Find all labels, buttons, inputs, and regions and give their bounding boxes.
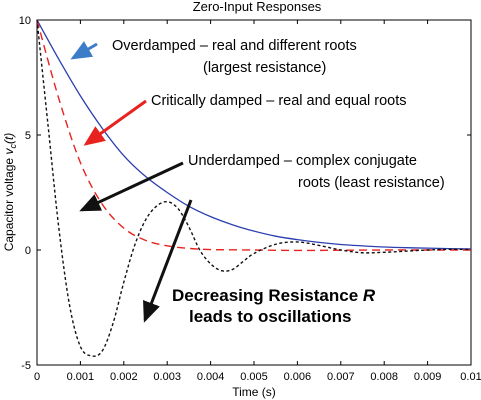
annotation-decreasing-text: Decreasing Resistance (172, 286, 363, 305)
x-tick-label: 0.004 (197, 371, 225, 383)
x-tick-label: 0.005 (240, 371, 268, 383)
x-tick-label: 0.008 (370, 371, 398, 383)
arrow-overdamped (70, 41, 98, 60)
annotation-overdamped-line2: (largest resistance) (203, 60, 326, 76)
annotation-overdamped-line1: Overdamped – real and different roots (112, 38, 357, 54)
series-line-critically-damped (36, 19, 471, 252)
x-tick-label: 0.007 (327, 371, 355, 383)
y-axis-label-arg: (t) (2, 133, 16, 144)
y-axis-ticks: -5 0 5 10 (19, 15, 471, 372)
y-axis-label-sub: c (8, 144, 18, 149)
arrow-decreasing-resistance (143, 199, 193, 323)
y-axis-label-var: v (2, 148, 16, 155)
annotation-decreasing-resistance-line2: leads to oscillations (189, 307, 352, 326)
x-tick-label: 0.002 (110, 371, 138, 383)
arrow-critically-damped (83, 99, 147, 146)
x-axis-ticks: 0 0.001 0.002 0.003 0.004 0.005 0.006 0.007 0.00… (34, 20, 481, 383)
x-tick-label: 0.003 (153, 371, 181, 383)
annotation-decreasing-R: R (363, 286, 376, 305)
x-tick-label: 0.006 (284, 371, 312, 383)
y-axis-label-main: Capacitor voltage (2, 155, 16, 252)
y-tick-label: -5 (21, 360, 31, 372)
chart-title: Zero-Input Responses (193, 0, 322, 14)
arrow-underdamped (79, 161, 184, 212)
y-tick-label: 10 (19, 15, 31, 27)
x-tick-label: 0 (34, 371, 40, 383)
series-line-underdamped (36, 19, 472, 357)
y-tick-label: 0 (25, 245, 31, 257)
y-tick-label: 5 (25, 130, 31, 142)
series-line-overdamped (36, 19, 472, 250)
x-tick-label: 0.009 (414, 371, 442, 383)
annotation-underdamped-line1: Underdamped – complex conjugate (188, 153, 417, 169)
annotation-critically-damped: Critically damped – real and equal roots (151, 93, 407, 109)
series-layer (36, 19, 472, 357)
y-axis-label: Capacitor voltage vc(t) (2, 133, 18, 252)
x-axis-label: Time (s) (232, 385, 276, 399)
annotation-decreasing-resistance-line1: Decreasing Resistance R (172, 286, 376, 305)
x-tick-label: 0.01 (460, 371, 481, 383)
x-tick-label: 0.001 (67, 371, 95, 383)
annotation-underdamped-line2: roots (least resistance) (298, 175, 445, 191)
